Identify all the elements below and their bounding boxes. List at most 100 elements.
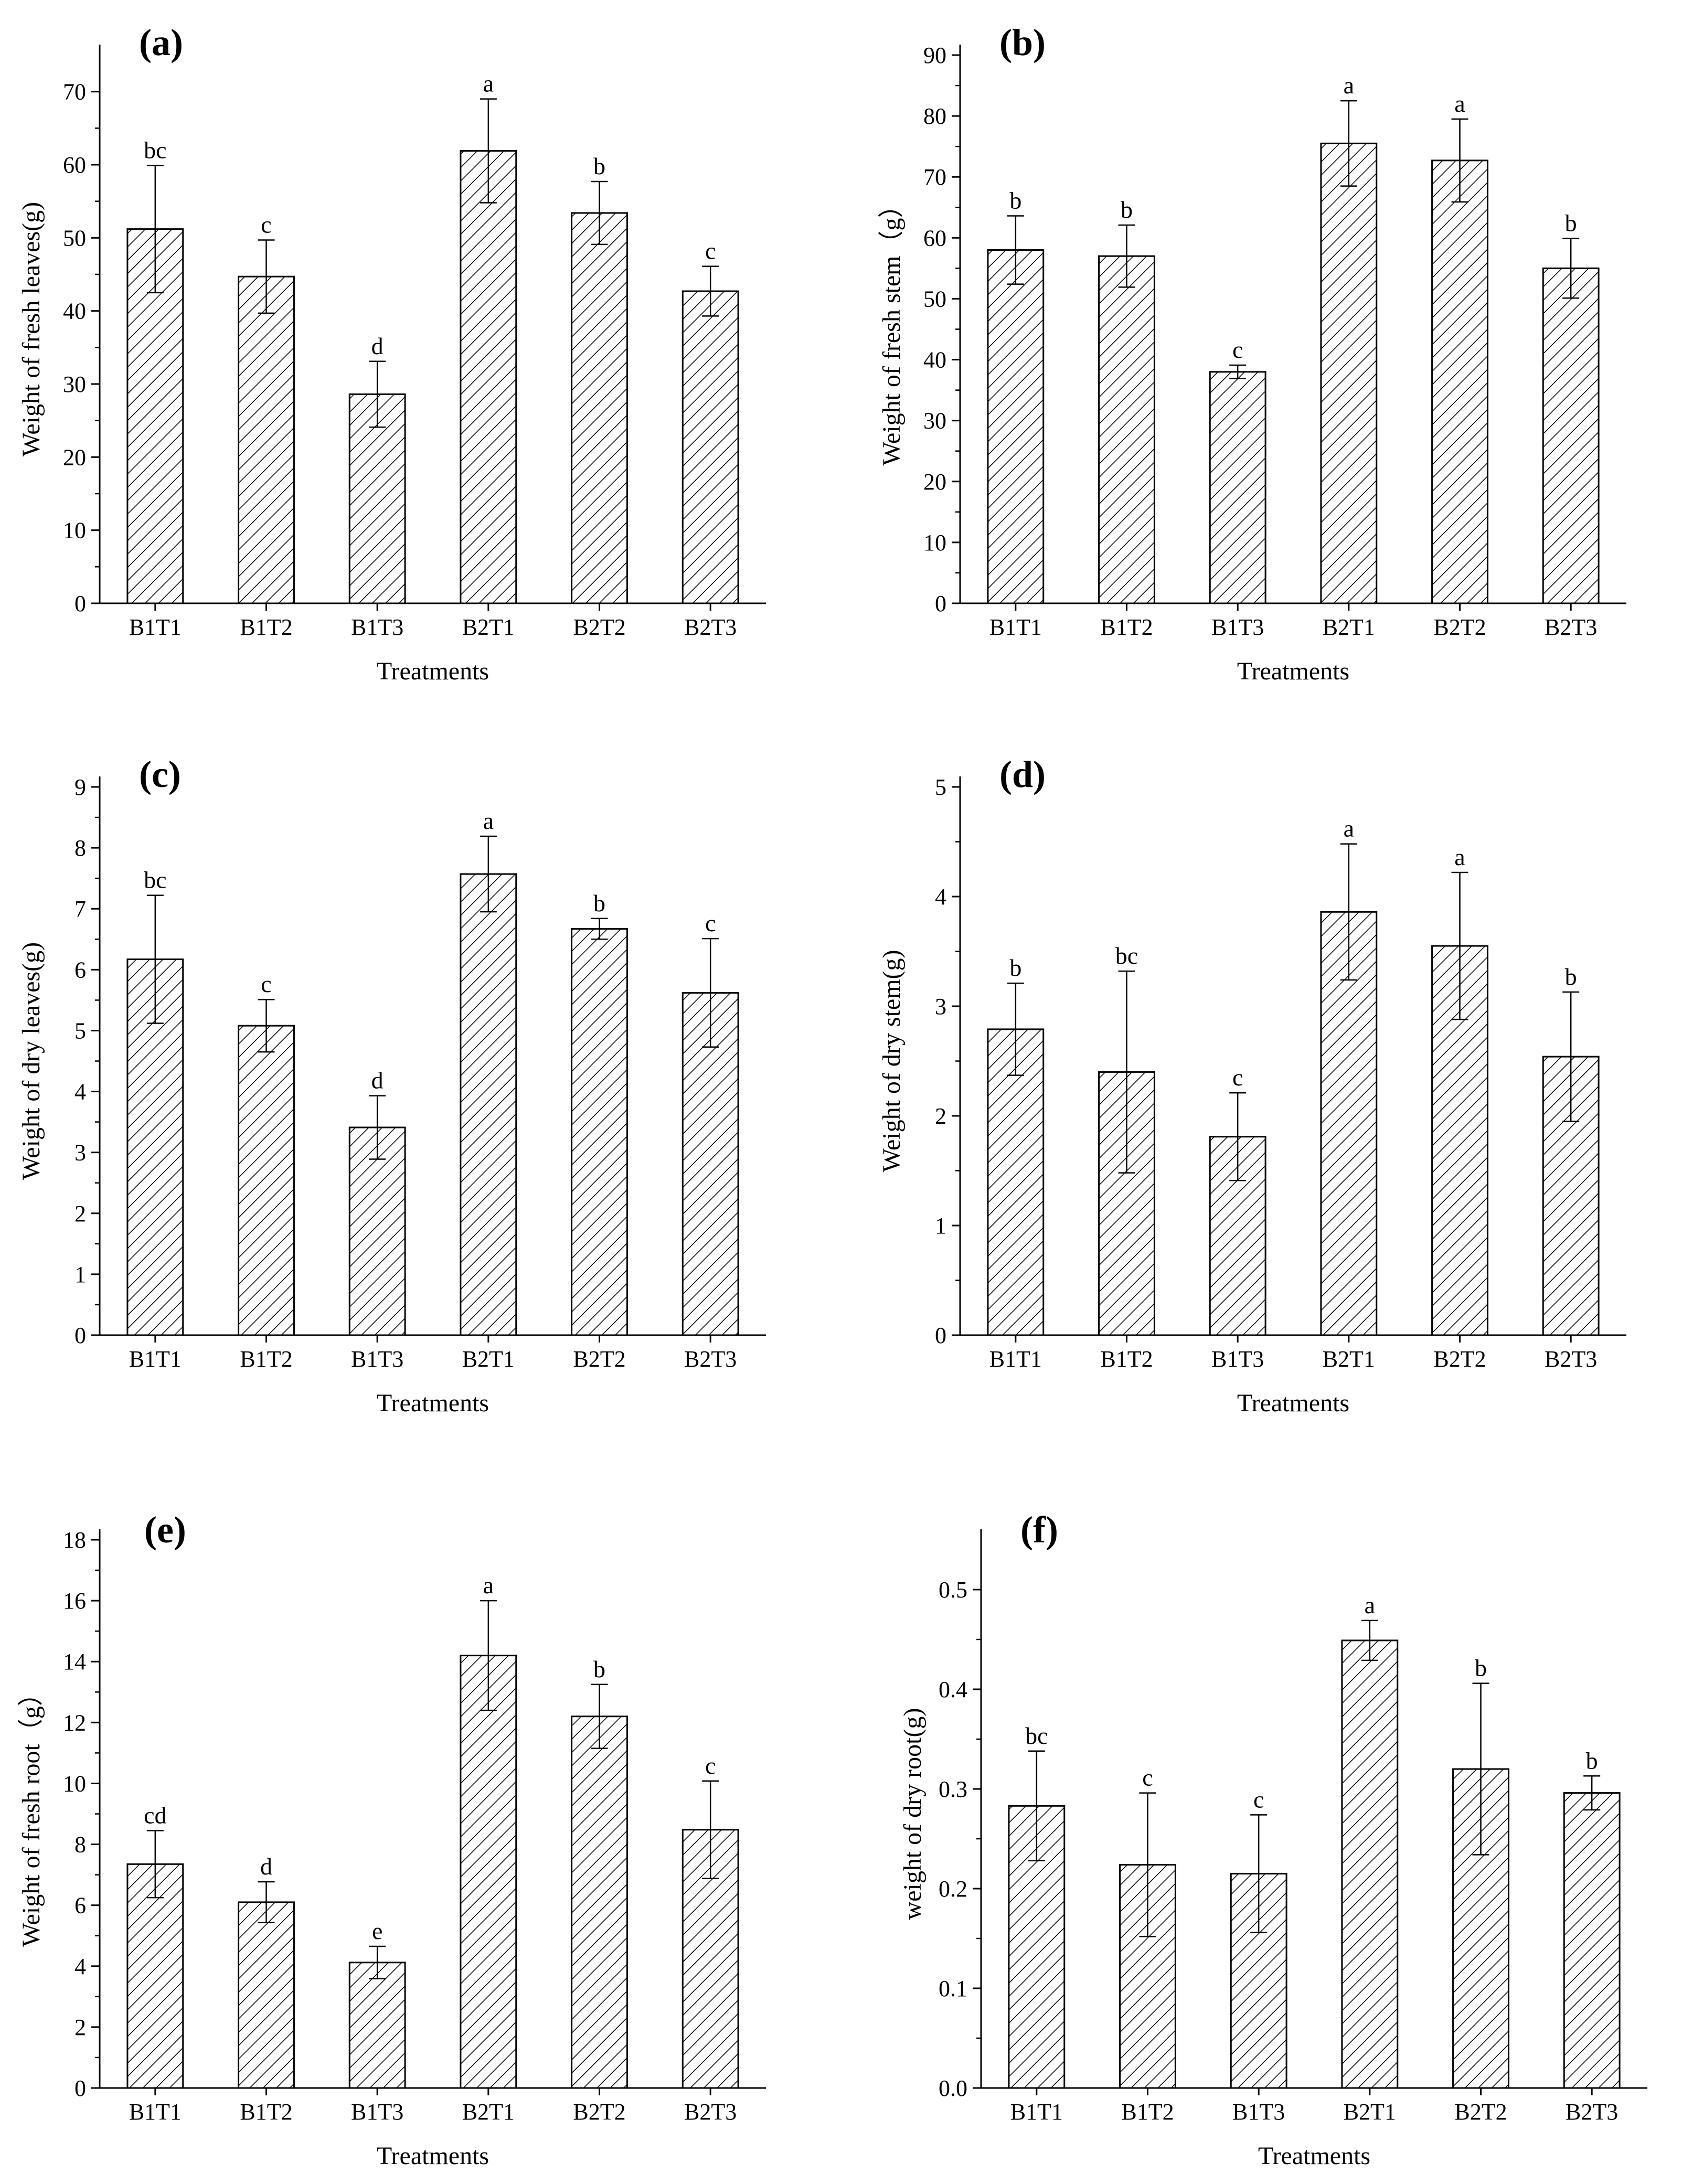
x-tick-label: B1T3 [351,614,403,640]
y-tick-label: 0 [74,591,86,616]
y-tick-label: 40 [63,299,86,324]
x-tick-label: B1T1 [129,2099,182,2125]
y-tick-label: 3 [74,1140,86,1166]
x-tick-label: B2T2 [1433,614,1486,640]
significance-letter: b [593,153,605,179]
x-tick-label: B2T1 [462,614,515,640]
x-tick-label: B2T3 [684,1346,737,1372]
y-axis-title: Weight of fresh stem（g） [878,193,906,465]
y-tick-label: 8 [74,835,86,861]
significance-letter: bc [144,867,166,893]
significance-letter: d [371,1067,384,1094]
x-axis-title: Treatments [377,1389,489,1417]
y-tick-label: 5 [935,774,946,800]
y-tick-label: 0.3 [939,1776,967,1802]
panel-label: (a) [139,22,183,63]
chart-panel-a: (a) 0 10 20 30 40 50 60 70 Weight of fresh leaves… [17,22,766,685]
y-tick-label: 30 [63,371,86,397]
x-axis-title: Treatments [1237,657,1349,685]
x-tick-label: B2T3 [684,614,737,640]
bar [238,1025,295,1336]
y-tick-label: 12 [63,1710,86,1735]
y-tick-label: 8 [74,1832,86,1858]
significance-letter: d [260,1853,272,1880]
bar [987,249,1045,604]
y-tick-label: 70 [63,79,86,105]
x-tick-label: B2T2 [573,1346,625,1372]
significance-letter: a [483,807,494,834]
significance-letter: c [705,238,716,264]
y-tick-label: 0 [935,1323,946,1348]
y-tick-label: 3 [935,994,946,1019]
y-tick-label: 1 [935,1213,946,1239]
y-tick-label: 0 [935,591,946,616]
significance-letter: b [1565,209,1577,236]
bar [460,1655,517,2089]
significance-letter: a [1454,90,1465,117]
panel-label: (b) [999,22,1046,63]
significance-letter: b [1009,954,1021,981]
y-tick-label: 10 [63,1771,86,1796]
y-tick-label: 4 [74,1079,86,1105]
bar [1098,255,1155,604]
bar [1341,1639,1399,2089]
y-tick-label: 10 [923,530,946,556]
bar [1320,911,1378,1336]
significance-letter: b [1586,1747,1598,1774]
x-tick-label: B1T3 [1211,614,1264,640]
significance-letter: c [261,211,271,238]
y-tick-label: 18 [63,1527,86,1553]
significance-letter: a [1365,1592,1375,1618]
y-tick-label: 16 [63,1588,86,1614]
x-tick-label: B1T2 [1100,1346,1153,1372]
significance-letter: bc [1025,1722,1048,1749]
chart-panel-d: (d) 0 1 2 3 4 5 Weight of dry stem(g) Treatments… [878,753,1626,1417]
y-tick-label: 20 [63,444,86,470]
bar [238,275,295,604]
y-tick-label: 6 [74,1893,86,1919]
y-axis-title: Weight of dry stem(g) [878,950,906,1172]
y-tick-label: 80 [923,103,946,129]
x-tick-label: B2T2 [573,2099,625,2125]
y-axis-title: Weight of fresh root（g） [17,1681,45,1947]
x-tick-label: B2T1 [462,2099,515,2125]
bar [1542,267,1600,604]
x-tick-label: B1T1 [129,614,182,640]
panel-label: (d) [999,753,1046,795]
bar [571,1716,628,2089]
y-tick-label: 7 [74,896,86,922]
significance-letter: d [371,333,384,359]
y-tick-label: 4 [935,884,946,910]
x-tick-label: B1T1 [1010,2099,1063,2125]
x-axis-title: Treatments [377,2142,489,2170]
panel-label: (f) [1020,1509,1058,1551]
y-tick-label: 2 [935,1103,946,1129]
x-tick-label: B2T3 [684,2099,737,2125]
panel-label: (c) [139,753,181,795]
y-tick-label: 0 [74,2075,86,2101]
bar [1431,945,1488,1336]
y-tick-label: 0.1 [939,1976,967,2001]
y-tick-label: 0 [74,1323,86,1348]
x-tick-label: B2T2 [1454,2099,1507,2125]
significance-letter: b [1565,963,1577,990]
y-tick-label: 30 [923,408,946,434]
x-tick-label: B2T1 [462,1346,515,1372]
y-tick-label: 0.0 [939,2075,967,2101]
significance-letter: bc [144,136,166,163]
y-tick-label: 10 [63,518,86,544]
y-tick-label: 4 [74,1954,86,1979]
y-tick-label: 90 [923,42,946,68]
significance-letter: cd [144,1802,166,1828]
y-tick-label: 0.5 [939,1577,967,1603]
bar [1320,142,1378,604]
bar [460,873,517,1336]
y-tick-label: 20 [923,469,946,495]
significance-letter: bc [1115,942,1138,969]
x-axis-title: Treatments [1237,1389,1349,1417]
significance-letter: a [1344,72,1354,99]
significance-letter: b [593,1656,605,1682]
y-tick-label: 60 [923,225,946,251]
x-tick-label: B2T2 [1433,1346,1486,1372]
bar [987,1028,1045,1336]
